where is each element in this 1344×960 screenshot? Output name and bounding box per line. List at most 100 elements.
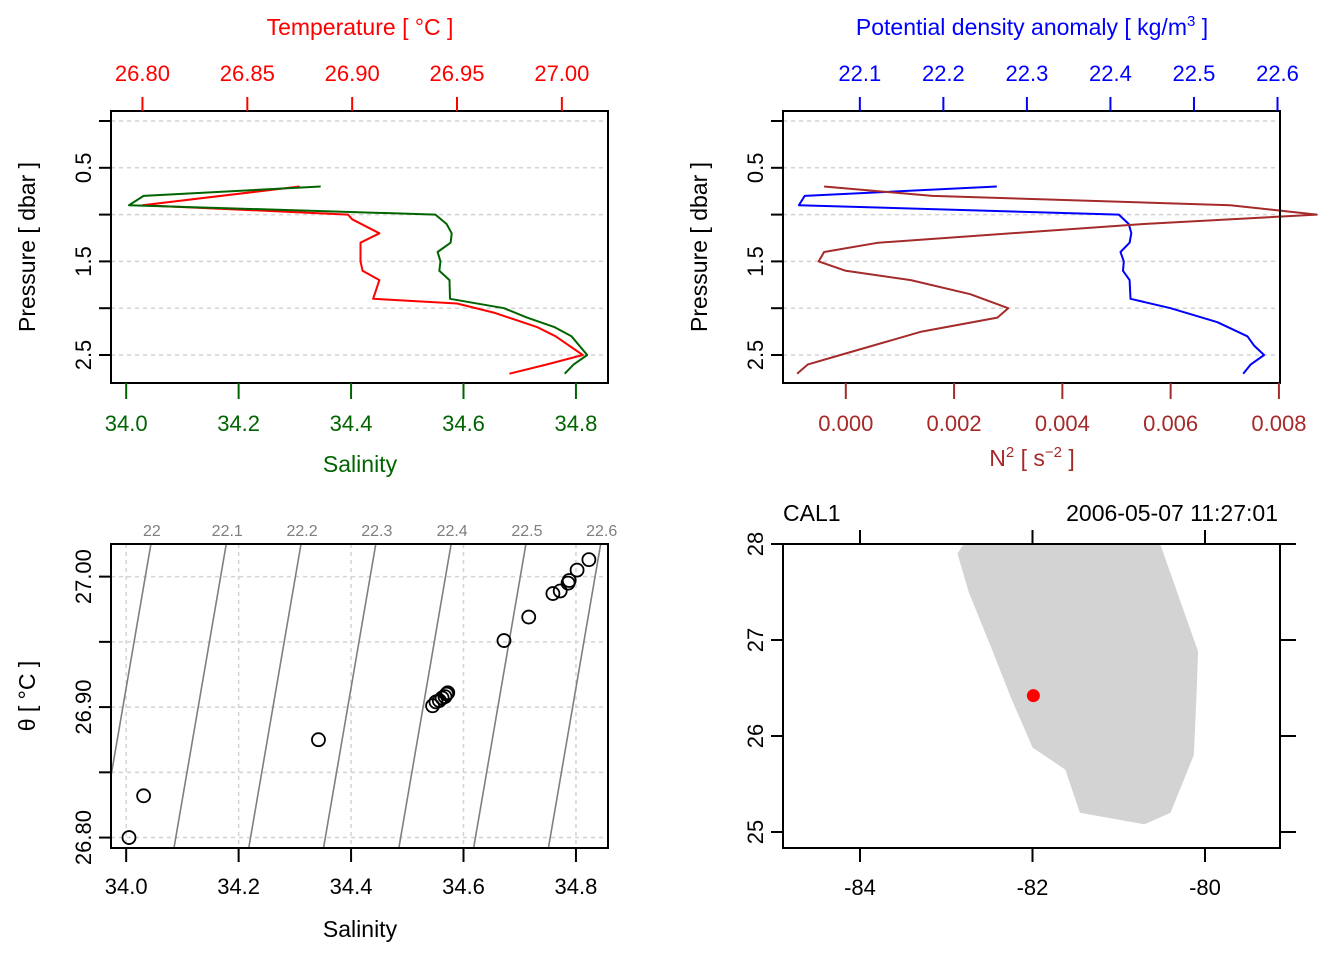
title-end: ] bbox=[1062, 445, 1075, 471]
bottom-tick-label: 0.008 bbox=[1251, 411, 1306, 436]
data-point bbox=[569, 562, 585, 578]
data-point bbox=[121, 830, 137, 845]
map-axes: -84 -82 -80 25 26 27 28 bbox=[743, 530, 1296, 900]
x-tick-label: 34.0 bbox=[105, 874, 148, 899]
data-point bbox=[581, 552, 597, 568]
top-tick-label: 22.3 bbox=[1005, 61, 1048, 86]
isopycnal-label: 22.1 bbox=[212, 523, 243, 540]
isopycnal-line bbox=[322, 544, 377, 848]
isopycnal-labels: 22 22.1 22.2 22.3 22.4 22.5 22.6 bbox=[143, 523, 617, 540]
isopycnal-line bbox=[111, 544, 152, 781]
title-mid: [ s bbox=[1014, 445, 1045, 471]
isopycnal-label: 22.4 bbox=[437, 523, 468, 540]
bottom-tick-label: 0.002 bbox=[927, 411, 982, 436]
data-point bbox=[561, 573, 577, 588]
bottom-tick-label: 0.006 bbox=[1143, 411, 1198, 436]
isopycnal-label: 22.6 bbox=[586, 523, 617, 540]
station-name: CAL1 bbox=[783, 500, 841, 526]
plot-frame bbox=[110, 110, 609, 384]
data-point bbox=[439, 686, 455, 702]
isopycnal-line bbox=[173, 544, 228, 848]
bottom-axis-salinity: 34.0 34.2 34.4 34.6 34.8 bbox=[105, 383, 597, 436]
x-tick-label: -84 bbox=[844, 875, 876, 900]
data-point bbox=[496, 633, 512, 648]
data-point bbox=[311, 732, 326, 748]
bottom-tick-label: 0.000 bbox=[818, 411, 873, 436]
isopycnal-label: 22.5 bbox=[511, 523, 542, 540]
x-tick-label: 34.4 bbox=[330, 874, 373, 899]
bottom-axis-n2: 0.000 0.002 0.004 0.006 0.008 bbox=[818, 383, 1306, 436]
y-tick-label: 2.5 bbox=[743, 340, 768, 371]
panel-density-n2-profile: 0.5 1.5 2.5 22.1 22.2 22.3 22.4 22.5 22.6 0.000… bbox=[686, 13, 1318, 471]
bottom-axis-title: Salinity bbox=[323, 451, 398, 477]
series-line-temperature bbox=[141, 185, 584, 375]
top-tick-label: 26.90 bbox=[325, 61, 380, 86]
top-tick-label: 26.85 bbox=[220, 61, 275, 86]
y-tick-label: 27 bbox=[743, 628, 768, 652]
y-axis: 0.5 1.5 2.5 bbox=[71, 120, 111, 370]
top-tick-label: 22.4 bbox=[1089, 61, 1132, 86]
top-tick-label: 26.95 bbox=[429, 61, 484, 86]
land-polygon bbox=[957, 544, 1199, 825]
y-axis-title: θ [ °C ] bbox=[14, 661, 40, 732]
top-tick-label: 26.80 bbox=[115, 61, 170, 86]
plot-frame bbox=[110, 543, 609, 849]
series-line-potential-density-anomaly bbox=[797, 185, 1266, 375]
title-main: N bbox=[989, 445, 1006, 471]
title-main: Potential density anomaly [ kg/m bbox=[856, 14, 1187, 40]
isopycnal-line bbox=[547, 544, 602, 848]
y-tick-label: 26.90 bbox=[71, 680, 96, 735]
top-axis-temperature: 26.80 26.85 26.90 26.95 27.00 bbox=[115, 61, 589, 111]
top-axis-density: 22.1 22.2 22.3 22.4 22.5 22.6 bbox=[838, 61, 1299, 111]
station-marker bbox=[1026, 689, 1040, 703]
x-axis: 34.0 34.2 34.4 34.6 34.8 bbox=[105, 848, 598, 899]
title-superscript: 3 bbox=[1187, 13, 1195, 30]
y-tick-label: 28 bbox=[743, 532, 768, 556]
plot-frame bbox=[782, 110, 1281, 384]
data-point bbox=[552, 583, 568, 599]
bottom-tick-label: 34.4 bbox=[330, 411, 373, 436]
scatter-points bbox=[121, 552, 597, 845]
y-tick-label: 26 bbox=[743, 724, 768, 748]
isopycnal-lines bbox=[111, 544, 602, 848]
series-line-n2 bbox=[796, 185, 1318, 375]
y-tick-label: 25 bbox=[743, 820, 768, 844]
bottom-tick-label: 34.2 bbox=[217, 411, 260, 436]
panel-ts-diagram: 22 22.1 22.2 22.3 22.4 22.5 22.6 26.80 26.90 27.… bbox=[14, 523, 617, 942]
top-tick-label: 27.00 bbox=[534, 61, 589, 86]
title-superscript: 2 bbox=[1006, 444, 1014, 461]
panel-station-map: -84 -82 -80 25 26 27 28 CAL1 2006-05-07 11:27:… bbox=[743, 500, 1296, 900]
data-point bbox=[545, 586, 561, 601]
y-axis: 0.5 1.5 2.5 bbox=[743, 120, 783, 371]
y-axis-title: Pressure [ dbar ] bbox=[686, 162, 712, 332]
top-axis-title: Temperature [ °C ] bbox=[267, 14, 454, 40]
data-point bbox=[440, 685, 456, 701]
grid bbox=[111, 544, 608, 848]
title-end: ] bbox=[1195, 14, 1208, 40]
isopycnal-line bbox=[472, 544, 527, 848]
series-group bbox=[128, 185, 589, 375]
top-axis-title: Potential density anomaly [ kg/m3 ] bbox=[856, 13, 1208, 40]
y-axis: 26.80 26.90 27.00 bbox=[71, 549, 111, 865]
grid bbox=[783, 120, 1280, 356]
bottom-axis-title: N2 [ s−2 ] bbox=[989, 444, 1075, 471]
x-tick-label: -82 bbox=[1017, 875, 1049, 900]
isopycnal-label: 22.2 bbox=[286, 523, 317, 540]
station-marker-group bbox=[1026, 689, 1040, 703]
data-point bbox=[437, 689, 453, 705]
land-area bbox=[957, 544, 1199, 825]
bottom-tick-label: 34.6 bbox=[442, 411, 485, 436]
y-tick-label: 27.00 bbox=[71, 549, 96, 604]
x-tick-label: 34.2 bbox=[217, 874, 260, 899]
x-tick-label: 34.6 bbox=[442, 874, 485, 899]
top-tick-label: 22.5 bbox=[1173, 61, 1216, 86]
series-line-salinity bbox=[128, 185, 589, 375]
y-tick-label: 0.5 bbox=[71, 153, 96, 184]
station-datetime: 2006-05-07 11:27:01 bbox=[1066, 500, 1278, 526]
top-tick-label: 22.6 bbox=[1256, 61, 1299, 86]
bottom-tick-label: 0.004 bbox=[1035, 411, 1090, 436]
y-tick-label: 26.80 bbox=[71, 810, 96, 865]
x-axis-title: Salinity bbox=[323, 916, 398, 942]
x-tick-label: 34.8 bbox=[555, 874, 598, 899]
